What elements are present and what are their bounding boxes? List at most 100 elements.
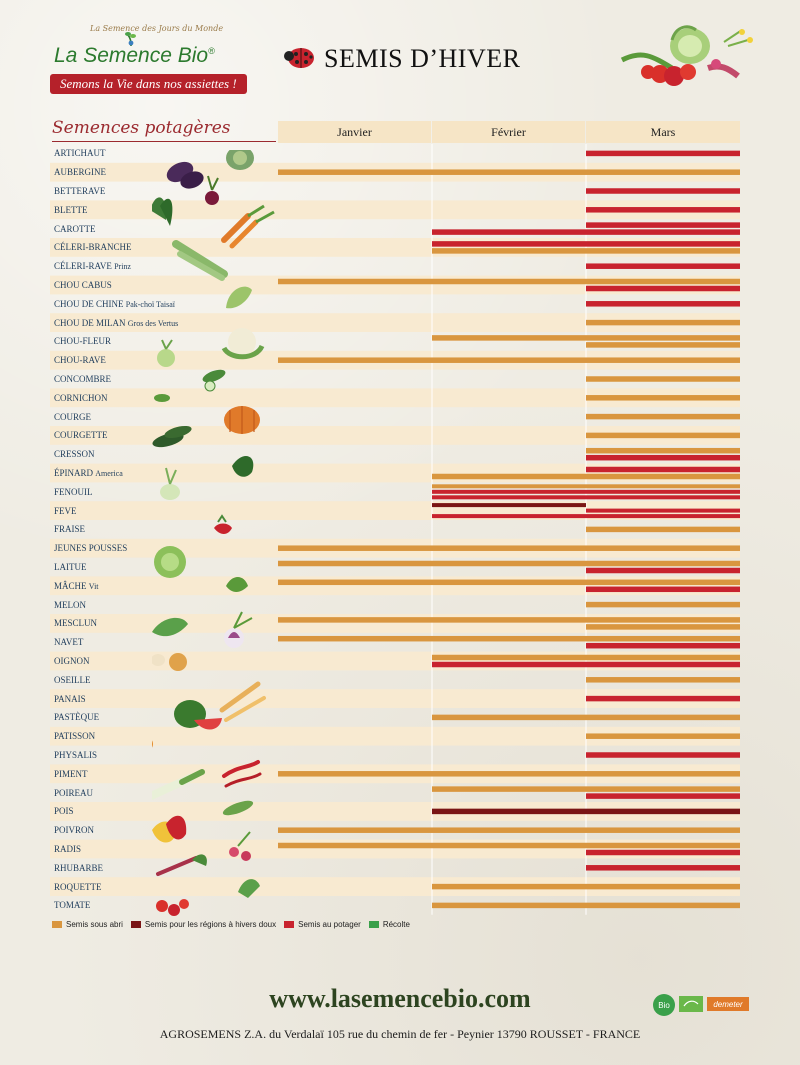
- legend-swatch: [52, 920, 62, 928]
- row-label: OIGNON: [54, 652, 90, 670]
- row-label: CHOU DE CHINE Pak-choï Taisaï: [54, 295, 175, 313]
- row-label-name: MÂCHE: [54, 580, 87, 591]
- row-label-name: LAITUE: [54, 562, 87, 572]
- row-label: AUBERGINE: [54, 163, 106, 181]
- row-label-name: CORNICHON: [54, 392, 108, 403]
- brand-name-text: La Semence Bio: [54, 44, 209, 67]
- row-label-name: MESCLUN: [54, 618, 98, 629]
- artichoke-icon: [226, 150, 254, 170]
- row-label: MÂCHE Vit: [54, 577, 99, 595]
- row-label: CHOU-RAVE: [54, 351, 106, 369]
- row-label: ROQUETTE: [54, 878, 102, 896]
- row-label: COURGE: [54, 408, 91, 426]
- row-label-name: POIVRON: [54, 825, 95, 836]
- kohlrabi-icon: [157, 339, 175, 367]
- row-label-name: FEVE: [54, 505, 77, 516]
- row-label: CRESSON: [54, 445, 95, 463]
- row-label-name: CHOU-FLEUR: [54, 336, 112, 347]
- eu-organic-icon: [679, 996, 703, 1012]
- spinach-icon: [232, 455, 254, 477]
- row-label: POIREAU: [54, 784, 93, 802]
- rhubarb-icon: [156, 854, 207, 876]
- onion-icon: [152, 653, 187, 671]
- row-label: CÉLERI-RAVE Prinz: [54, 257, 131, 275]
- pea-icon: [222, 800, 254, 816]
- row-label: CHOU CABUS: [54, 276, 112, 294]
- brand-name: La Semence Bio®: [54, 44, 215, 68]
- bio-logo-icon: Bio: [653, 994, 675, 1016]
- lambs-lettuce-icon: [226, 577, 248, 592]
- bell-pepper-icon: [152, 815, 187, 843]
- section-underline: [52, 141, 276, 142]
- row-label-name: OSEILLE: [54, 674, 91, 685]
- row-label: BLETTE: [54, 201, 88, 219]
- row-label: POIVRON: [54, 821, 94, 839]
- row-label-name: COURGE: [54, 411, 92, 422]
- sprout-icon: [125, 32, 136, 46]
- row-label-name: JEUNES POUSSES: [54, 543, 128, 554]
- row-label-name: CHOU DE CHINE: [54, 298, 124, 309]
- carrot-icon: [221, 204, 275, 249]
- row-label-name: PATISSON: [54, 731, 96, 742]
- row-label-name: FENOUIL: [54, 486, 93, 497]
- chinese-cabbage-icon: [226, 286, 252, 309]
- row-label-name: FRAISE: [54, 524, 86, 535]
- row-label-variety: Vit: [88, 581, 99, 591]
- legend: Semis sous abri Semis pour les régions à …: [52, 917, 418, 931]
- row-label: FEVE: [54, 502, 77, 520]
- arugula-icon: [238, 879, 260, 898]
- pepper-icon: [222, 760, 262, 788]
- row-label-name: ARTICHAUT: [54, 148, 106, 159]
- physalis-icon: [152, 740, 153, 748]
- legend-item-recolte: Récolte: [368, 919, 410, 929]
- row-label-variety: Pak-choï Taisaï: [125, 299, 176, 309]
- legend-label: Semis sous abri: [66, 919, 123, 929]
- row-label-name: PIMENT: [54, 768, 88, 779]
- mesclun-icon: [152, 617, 188, 637]
- row-label-name: BETTERAVE: [54, 186, 106, 196]
- turnip-icon: [224, 611, 253, 648]
- row-label: ARTICHAUT: [54, 144, 105, 162]
- row-label-name: ROQUETTE: [54, 881, 102, 892]
- row-label: LAITUE: [54, 558, 87, 576]
- footer-address: AGROSEMENS Z.A. du Verdalaï 105 rue du c…: [159, 1027, 641, 1041]
- parsnip-icon: [219, 681, 266, 722]
- row-label: CORNICHON: [54, 389, 108, 407]
- row-label: COURGETTE: [54, 426, 108, 444]
- tomato-icon: [156, 899, 189, 916]
- row-label-name: CHOU-RAVE: [54, 355, 106, 366]
- row-label-name: AUBERGINE: [54, 167, 106, 178]
- row-label: MESCLUN: [54, 614, 97, 632]
- row-label-name: PHYSALIS: [54, 750, 98, 760]
- row-label: CHOU DE MILAN Gros des Vertus: [54, 314, 178, 332]
- legend-swatch: [368, 920, 379, 928]
- row-label: PATISSON: [54, 727, 95, 745]
- row-label-name: CRESSON: [54, 449, 95, 460]
- celery-icon: [172, 240, 228, 281]
- legend-label: Récolte: [382, 919, 410, 929]
- legend-item-potager: Semis au potager: [284, 920, 361, 929]
- row-label-name: NAVET: [54, 637, 84, 648]
- row-label: ÉPINARD America: [54, 464, 123, 482]
- demeter-logo-text: demeter: [713, 1000, 743, 1009]
- fennel-icon: [160, 467, 180, 500]
- zucchini-icon: [152, 425, 192, 448]
- row-label-name: TOMATE: [54, 900, 91, 911]
- row-label: CÉLERI-BRANCHE: [54, 238, 132, 256]
- month-header-fevrier: Février: [432, 121, 585, 143]
- row-label-name: PASTÈQUE: [54, 712, 100, 723]
- row-label: CHOU-FLEUR: [54, 332, 111, 350]
- brand-logo: La Semence des Jours du Monde La Semence…: [50, 24, 247, 100]
- row-label-name: CHOU DE MILAN: [54, 317, 126, 328]
- legend-label: Semis au potager: [298, 919, 361, 929]
- page-title: SEMIS D’HIVER: [324, 44, 521, 73]
- row-label-name: RHUBARBE: [54, 862, 104, 873]
- vegetable-bunch-icon: [620, 25, 753, 86]
- footer-website[interactable]: www.lasemencebio.com: [269, 984, 531, 1013]
- beet-icon: [205, 175, 219, 205]
- eggplant-icon: [166, 161, 204, 189]
- bio-logo-text: Bio: [658, 1001, 670, 1010]
- row-label-variety: America: [95, 469, 123, 478]
- brand-ribbon: Semons la Vie dans nos assiettes !: [50, 74, 247, 94]
- row-label: RHUBARBE: [54, 859, 103, 877]
